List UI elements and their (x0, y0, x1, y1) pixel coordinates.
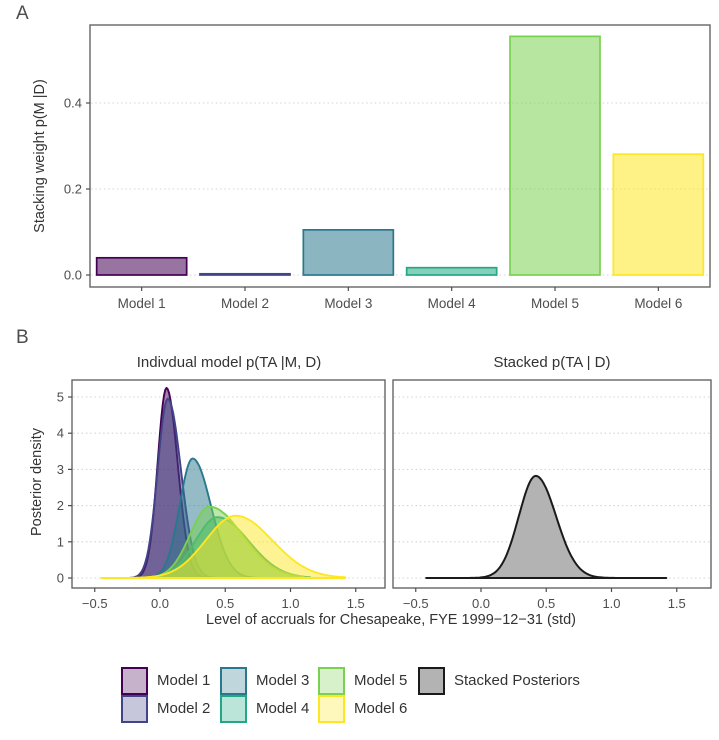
legend-swatch-model-3 (220, 667, 247, 695)
bar-model-2 (199, 272, 291, 276)
panel-b-x-axis-title: Level of accruals for Chesapeake, FYE 19… (206, 612, 576, 628)
panel-a-xtick-label-model-4: Model 4 (428, 296, 477, 311)
panel-a-ytick-label-0.2: 0.2 (64, 182, 82, 197)
panel-b-left-xtick-label-1.0: 1.0 (281, 596, 299, 611)
panel-b-left-ytick-label-5: 5 (57, 390, 64, 405)
panel-a-ytick-label-0.0: 0.0 (64, 268, 82, 283)
legend-label-model-2: Model 2 (157, 700, 211, 717)
panel-b-right-xtick-label-−0.5: −0.5 (403, 596, 429, 611)
legend-swatch-model-1 (121, 667, 148, 695)
panel-b-right-xtick-label-0.5: 0.5 (537, 596, 555, 611)
panel-b-left-xtick-label-0.5: 0.5 (216, 596, 234, 611)
legend-swatch-stacked-posteriors (418, 667, 445, 695)
panel-b-left-title: Indivdual model p(TA |M, D) (136, 354, 322, 371)
panel-b-right-xtick-label-1.0: 1.0 (602, 596, 620, 611)
density-stacked-posteriors (425, 474, 668, 579)
panel-b-left-xtick-label-0.0: 0.0 (151, 596, 169, 611)
panel-a-xtick-label-model-6: Model 6 (634, 296, 682, 311)
panel-b-left-ytick-label-4: 4 (57, 426, 64, 441)
panel-b-right-title: Stacked p(TA | D) (493, 354, 611, 371)
panel-b-right-xtick-label-1.5: 1.5 (668, 596, 686, 611)
density-model-6 (100, 514, 347, 579)
panel-b-left-xtick-label-−0.5: −0.5 (82, 596, 108, 611)
panel-a-xtick-label-model-2: Model 2 (221, 296, 269, 311)
legend-swatch-model-4 (220, 695, 247, 723)
panel-b-left-ytick-label-2: 2 (57, 498, 64, 513)
panel-b-left-border (71, 379, 386, 589)
panel-b-right-border (392, 379, 712, 589)
panel-a-border (89, 24, 711, 288)
panel-b-left-ytick-label-3: 3 (57, 462, 64, 477)
panel-a-label: A (16, 3, 29, 24)
legend-swatch-model-6 (318, 695, 345, 723)
panel-a-ytick-label-0.4: 0.4 (64, 96, 82, 111)
legend-label-model-3: Model 3 (256, 672, 310, 689)
panel-b-right-xtick-label-0.0: 0.0 (472, 596, 490, 611)
legend-label-model-6: Model 6 (354, 700, 408, 717)
legend-label-stacked-posteriors: Stacked Posteriors (454, 672, 580, 689)
panel-a-xtick-label-model-1: Model 1 (118, 296, 166, 311)
panel-a-xtick-label-model-3: Model 3 (324, 296, 372, 311)
bar-model-5 (509, 35, 601, 276)
bar-model-1 (95, 256, 188, 276)
legend-label-model-4: Model 4 (256, 700, 310, 717)
legend-label-model-5: Model 5 (354, 672, 408, 689)
panel-b-left-ytick-label-1: 1 (57, 534, 64, 549)
panel-a-xtick-label-model-5: Model 5 (531, 296, 579, 311)
bar-model-6 (612, 153, 705, 276)
panel-b-left-xtick-label-1.5: 1.5 (347, 596, 365, 611)
legend-swatch-model-2 (121, 695, 148, 723)
legend-label-model-1: Model 1 (157, 672, 211, 689)
bar-model-3 (302, 229, 395, 276)
panel-b-label: B (16, 327, 29, 348)
legend-swatch-model-5 (318, 667, 345, 695)
bar-model-4 (405, 266, 498, 276)
panel-b-left-ytick-label-0: 0 (57, 571, 64, 586)
